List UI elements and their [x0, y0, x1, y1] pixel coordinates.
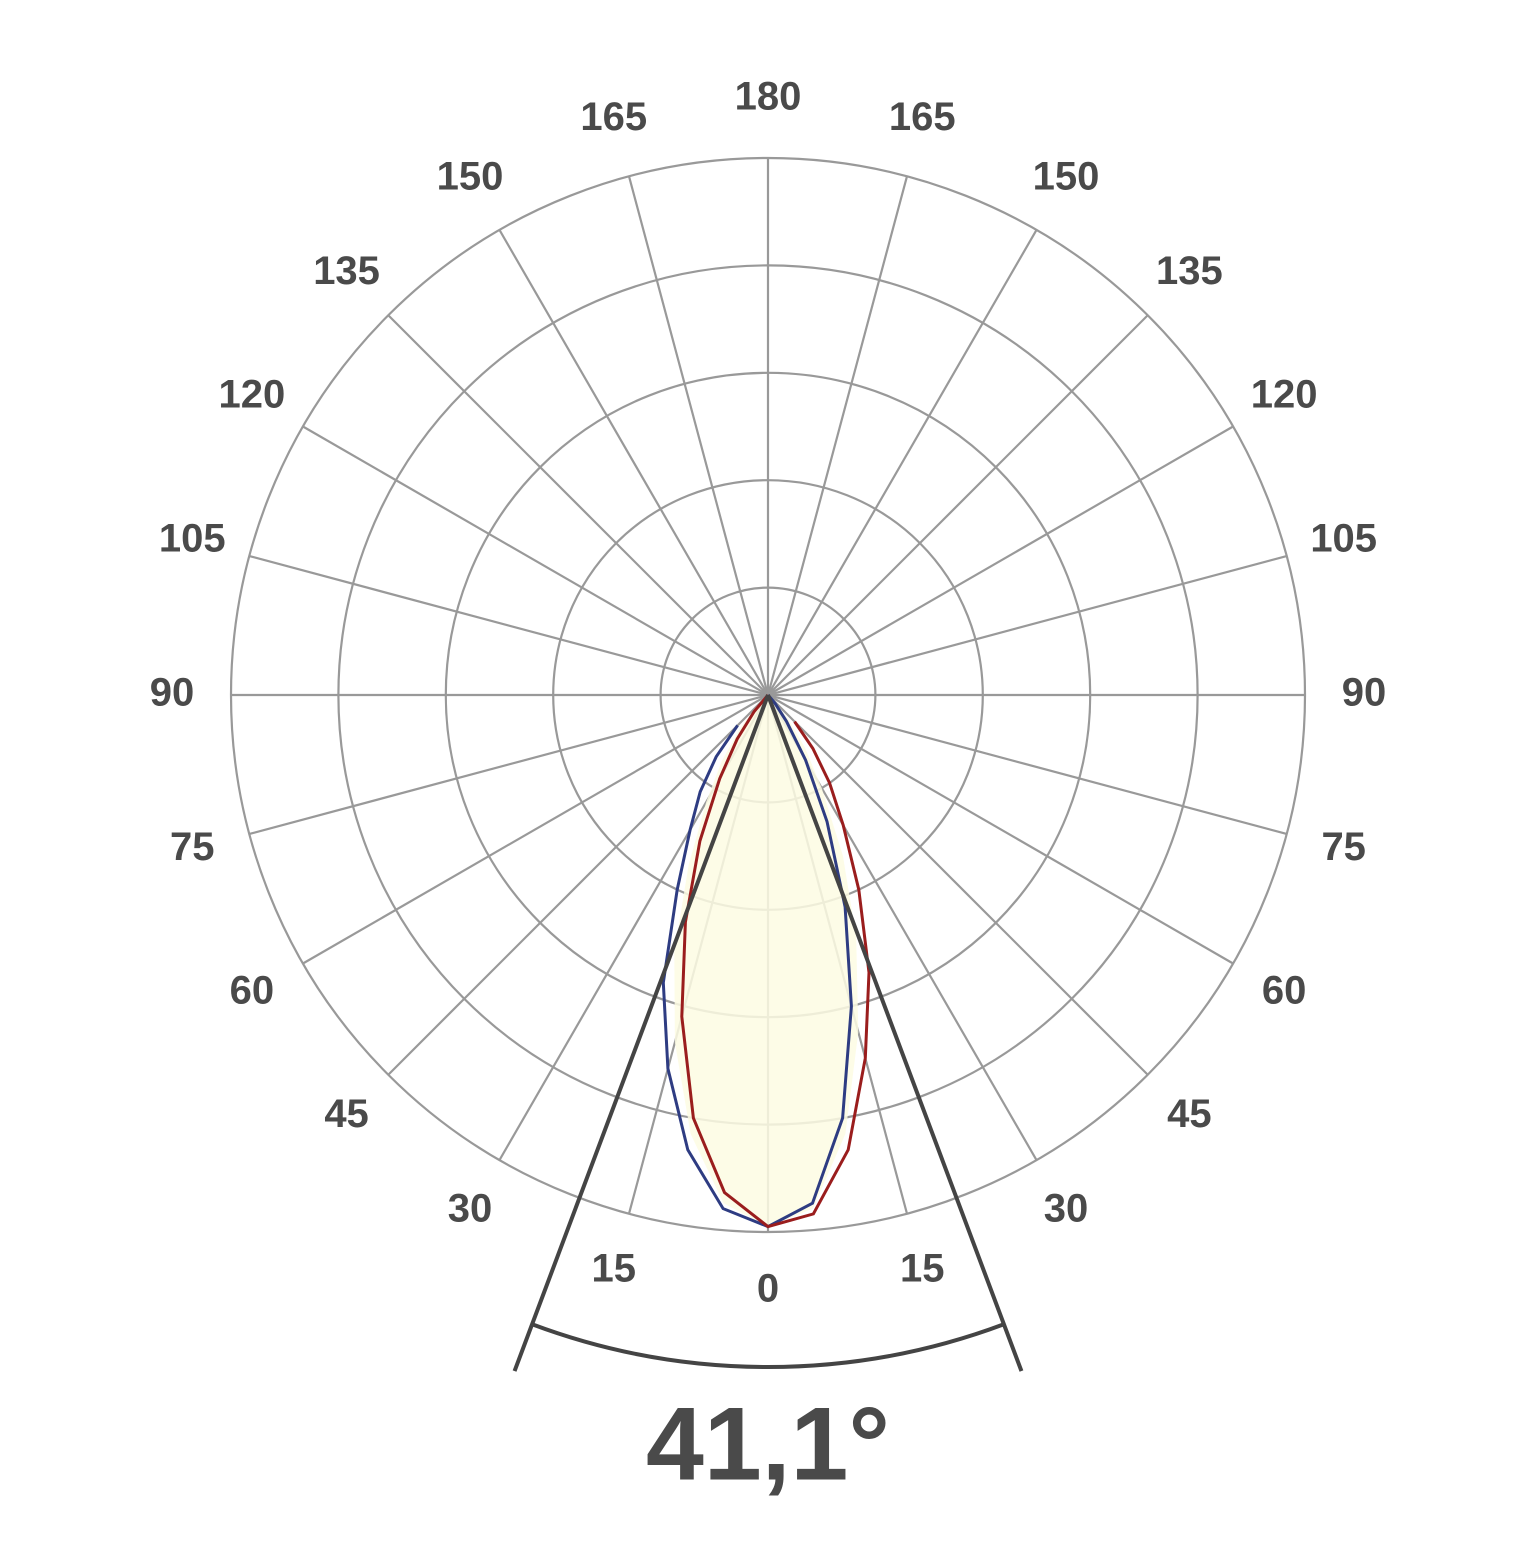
- grid-spoke: [387, 694, 769, 1076]
- intensity-curve: [680, 694, 871, 1229]
- angle-label: 105: [1310, 516, 1377, 560]
- angle-label: 135: [1156, 249, 1223, 293]
- angle-label: 75: [170, 825, 215, 869]
- angle-label: 15: [591, 1246, 636, 1290]
- grid-spoke: [627, 176, 770, 696]
- angle-label: 60: [1262, 969, 1307, 1013]
- grid-spoke: [767, 229, 1038, 696]
- angle-label: 90: [1342, 671, 1387, 715]
- grid-spoke: [767, 694, 1149, 1076]
- angle-label: 120: [218, 373, 285, 417]
- beam-edge: [766, 694, 1024, 1372]
- angle-label: 105: [159, 516, 226, 560]
- grid-spoke: [302, 694, 769, 965]
- angle-label: 60: [230, 969, 275, 1013]
- grid-spoke: [767, 693, 1287, 836]
- grid-spoke: [766, 176, 909, 696]
- angle-label: 150: [1033, 154, 1100, 198]
- grid-spoke: [302, 425, 769, 696]
- angle-label: 0: [757, 1267, 779, 1311]
- grid-spoke: [249, 693, 769, 836]
- beam-angle-label: 41,1°: [646, 1386, 890, 1502]
- grid-spoke: [767, 425, 1234, 696]
- grid-spoke: [767, 314, 1149, 696]
- angle-label: 165: [889, 95, 956, 139]
- grid-spoke: [249, 554, 769, 697]
- angle-label: 45: [1167, 1092, 1212, 1136]
- grid-spoke: [767, 554, 1287, 697]
- angle-label: 75: [1321, 825, 1366, 869]
- angle-label: 90: [150, 671, 195, 715]
- grid-spoke: [387, 314, 769, 696]
- grid-spoke: [767, 694, 1234, 965]
- angle-label: 30: [448, 1187, 493, 1231]
- angle-label: 15: [900, 1246, 945, 1290]
- angle-label: 180: [735, 75, 802, 119]
- angle-label: 135: [313, 249, 380, 293]
- angle-label: 45: [324, 1092, 369, 1136]
- beam-edge: [512, 694, 770, 1372]
- angle-label: 165: [580, 95, 647, 139]
- grid-spoke: [498, 229, 769, 696]
- angle-label: 120: [1251, 373, 1318, 417]
- angle-label: 30: [1044, 1187, 1089, 1231]
- angle-label: 150: [437, 154, 504, 198]
- beam-arc: [531, 1322, 1005, 1369]
- intensity-area: [674, 695, 859, 1227]
